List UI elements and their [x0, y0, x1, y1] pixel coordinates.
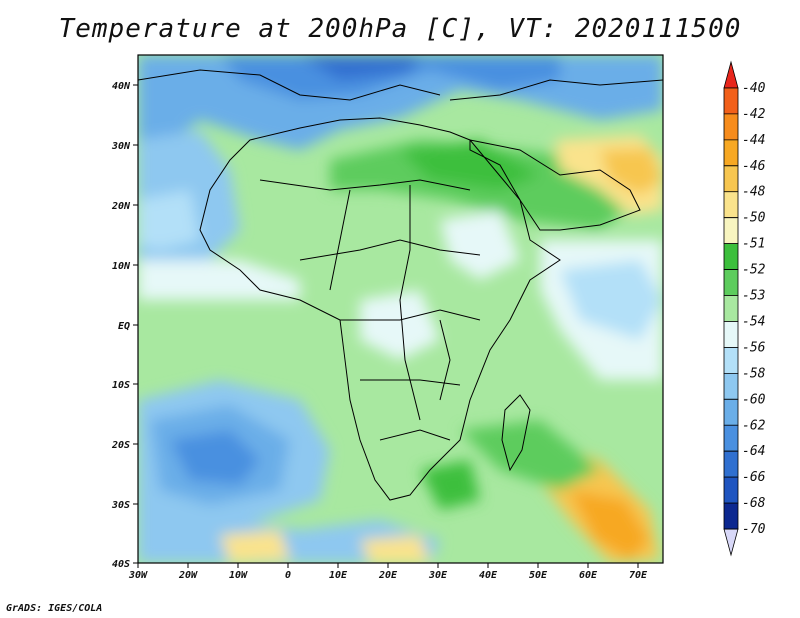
lon-tick-label: 20E [378, 570, 398, 581]
colorbar-swatch [723, 321, 739, 348]
lon-tick-label: 60E [579, 570, 598, 581]
lon-tick-label: 40E [479, 570, 498, 581]
lat-tick-label: EQ [118, 321, 130, 332]
colorbar-swatch [723, 243, 739, 270]
map-frame [137, 54, 664, 564]
lon-tick-label: 50E [529, 570, 548, 581]
colorbar-label: -54 [742, 314, 765, 329]
colorbar-swatch [723, 347, 739, 374]
colorbar-label: -58 [742, 366, 766, 381]
colorbar-swatch [723, 295, 739, 322]
colorbar-swatch [723, 372, 739, 400]
lon-tick-label: 70E [629, 570, 648, 581]
colorbar-label: -64 [742, 444, 765, 459]
colorbar-label: -48 [742, 185, 766, 200]
colorbar-swatch [723, 476, 739, 504]
lat-tick-label: 40S [112, 559, 130, 570]
lon-tick-label: 0 [285, 570, 291, 581]
colorbar-swatch [723, 528, 739, 557]
colorbar-label: -50 [742, 211, 766, 226]
footer-credit: GrADS: IGES/COLA [6, 603, 103, 614]
colorbar-label: -60 [742, 392, 766, 407]
coastlines [138, 69, 663, 501]
colorbar-swatch [723, 87, 739, 115]
colorbar-swatch [723, 191, 739, 219]
colorbar-swatch [723, 217, 739, 245]
lon-tick-label: 30E [428, 570, 448, 581]
lat-tick-label: 20N [111, 201, 131, 212]
lat-tick-label: 20S [111, 440, 130, 451]
colorbar-label: -53 [742, 289, 765, 304]
colorbar-swatch [723, 269, 739, 296]
lat-axis: 40N 30N 20N 10N EQ 10S 20S 30S 40S [111, 81, 138, 570]
lon-axis: 30W 20W 10W 0 10E 20E 30E 40E 50E 60E 70… [128, 563, 648, 581]
colorbar-label: -68 [742, 496, 766, 511]
colorbar-swatch [723, 139, 739, 167]
colorbar-swatch [723, 502, 739, 530]
colorbar-label: -46 [742, 159, 766, 174]
lat-tick-label: 40N [112, 81, 131, 92]
colorbar-label: -51 [742, 237, 765, 252]
colorbar-label: -56 [742, 340, 766, 355]
colorbar-label: -44 [742, 133, 765, 148]
lat-tick-label: 30N [111, 141, 131, 152]
lat-tick-label: 30S [111, 500, 130, 511]
colorbar-swatch [723, 424, 739, 452]
colorbar-label: -70 [742, 522, 766, 537]
colorbar-swatch [723, 450, 739, 478]
colorbar-label: -42 [742, 107, 766, 122]
temperature-field [138, 55, 663, 563]
chart-title: Temperature at 200hPa [C], VT: 202011150… [58, 14, 742, 44]
lon-tick-label: 30W [128, 570, 148, 581]
lat-tick-label: 10S [112, 380, 130, 391]
lat-tick-label: 10N [112, 261, 131, 272]
colorbar-label: -66 [742, 470, 766, 485]
lon-tick-label: 20W [178, 570, 198, 581]
colorbar-label: -40 [742, 81, 766, 96]
colorbar-swatch [723, 398, 739, 426]
colorbar-label: -52 [742, 263, 766, 278]
colorbar-label: -62 [742, 418, 766, 433]
colorbar-swatch [723, 60, 739, 89]
colorbar-swatch [723, 165, 739, 193]
lon-tick-label: 10W [229, 570, 248, 581]
colorbar: -40 -42 -44 -46 -48 -50 -51 -52 -53 -54 -56 -58 -60 -… [723, 60, 766, 557]
colorbar-swatch [723, 113, 739, 141]
lon-tick-label: 10E [329, 570, 348, 581]
